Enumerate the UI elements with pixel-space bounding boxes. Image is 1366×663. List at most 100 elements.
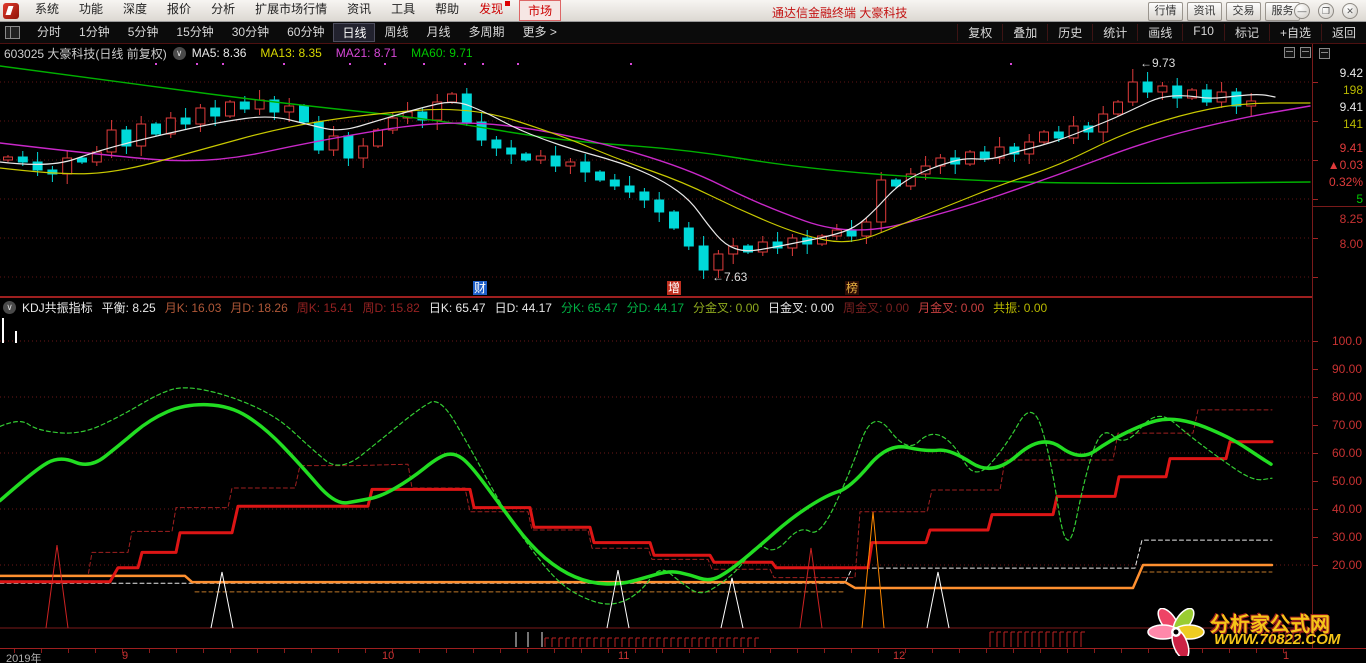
indicator-readouts: 平衡: 8.25 月K: 16.03 月D: 18.26 周K: 15.41 周D: 1…: [102, 299, 1057, 316]
kdj-field-12: 月金叉: 0.00: [918, 300, 985, 315]
symbol-title[interactable]: 603025 大豪科技(日线 前复权): [4, 46, 167, 61]
menu-item-function[interactable]: 功能: [79, 2, 104, 16]
menu-item-help[interactable]: 帮助: [435, 2, 460, 16]
toolbar-adjust-price[interactable]: 复权: [957, 24, 1002, 41]
candlestick-chart[interactable]: [0, 62, 1312, 296]
axis-tick: [1148, 649, 1149, 653]
comb-marks: [544, 637, 760, 647]
axis-tick: [932, 649, 933, 653]
tool-buttons: 复权 叠加 历史 统计 画线 F10 标记 +自选 返回: [957, 24, 1366, 41]
toolbar-mark[interactable]: 标记: [1223, 24, 1269, 41]
toolbar-draw-line[interactable]: 画线: [1137, 24, 1182, 41]
kdj-field-2: 月D: 18.26: [230, 300, 288, 315]
axis-tick: [1121, 649, 1122, 653]
indicator-header: ∨ KDJ共振指标 平衡: 8.25 月K: 16.03 月D: 18.26 周K: …: [0, 296, 1312, 316]
window-controls: — ❐ ✕: [1294, 3, 1358, 19]
axis-tick: [392, 649, 393, 653]
panel-window-icon[interactable]: [1319, 48, 1330, 59]
menu-item-tools[interactable]: 工具: [391, 2, 416, 16]
quote-value-8: 8.25: [1339, 212, 1363, 226]
marker-dot: [482, 63, 484, 65]
header-button-trade[interactable]: 交易: [1226, 2, 1261, 21]
header-button-news[interactable]: 资讯: [1187, 2, 1222, 21]
marker-dot: [384, 63, 386, 65]
close-button[interactable]: ✕: [1342, 3, 1358, 19]
ma-readout-3: MA60: 9.71: [411, 46, 473, 60]
axis-tick: [716, 649, 717, 653]
menu-item-quote[interactable]: 报价: [167, 2, 192, 16]
menu-item-depth[interactable]: 深度: [123, 2, 148, 16]
axis-tick: [257, 649, 258, 653]
kdj-axis-label-7: 30.00: [1331, 530, 1362, 544]
axis-tick: [95, 649, 96, 653]
period-toolbar: 分时 1分钟 5分钟 15分钟 30分钟 60分钟 日线 周线 月线 多周期 更多 > 复权 叠加 历史…: [0, 22, 1366, 44]
event-marker-财[interactable]: 财: [473, 281, 487, 295]
axis-tick: [500, 649, 501, 653]
toolbar-statistics[interactable]: 统计: [1092, 24, 1137, 41]
pane-layout-icon[interactable]: [1284, 47, 1295, 58]
restore-button[interactable]: ❐: [1318, 3, 1334, 19]
menu-item-analysis[interactable]: 分析: [211, 2, 236, 16]
toolbar-15min[interactable]: 15分钟: [176, 25, 214, 39]
indicator-chevron-icon[interactable]: ∨: [3, 300, 16, 314]
toolbar-1min[interactable]: 1分钟: [79, 25, 110, 39]
kdj-indicator-pane[interactable]: 分析家公式网 WWW.70822.COM: [0, 316, 1340, 660]
axis-month-11: 11: [618, 650, 630, 662]
toolbar-history[interactable]: 历史: [1047, 24, 1092, 41]
kdj-axis-label-1: 90.00: [1331, 362, 1362, 376]
event-marker-榜[interactable]: 榜: [845, 281, 859, 295]
toolbar-daily[interactable]: 日线: [333, 23, 376, 42]
marker-dot: [630, 63, 632, 65]
toolbar-add-watchlist[interactable]: +自选: [1268, 24, 1321, 41]
kdj-axis-label-3: 70.00: [1331, 418, 1362, 432]
candlestick-chart-pane[interactable]: ←9.73 ←7.63 财 增 榜: [0, 56, 1312, 296]
menu-items: 系统 功能 深度 报价 分析 扩展市场行情 资讯 工具 帮助 发现 市场: [25, 0, 562, 21]
toolbar-f10[interactable]: F10: [1182, 24, 1224, 41]
ma-readout-1: MA13: 8.35: [260, 46, 322, 60]
marker-dot: [222, 63, 224, 65]
menu-item-discover[interactable]: 发现: [469, 0, 513, 21]
layout-split-icon[interactable]: [5, 26, 20, 39]
header-button-quotes[interactable]: 行情: [1148, 2, 1183, 21]
axis-tick: [581, 649, 582, 653]
indicator-title[interactable]: KDJ共振指标: [22, 300, 93, 315]
kdj-tick-3: [1313, 425, 1318, 426]
comb-marks: [1264, 631, 1310, 642]
minimize-button[interactable]: —: [1294, 3, 1310, 19]
window-title: 通达信金融终端 大豪科技: [772, 6, 908, 20]
toolbar-monthly[interactable]: 月线: [426, 25, 451, 39]
menu-item-extended-market[interactable]: 扩展市场行情: [255, 2, 328, 16]
toolbar-timeshare[interactable]: 分时: [37, 25, 62, 39]
signal-spike: [799, 547, 823, 629]
kdj-axis-label-8: 20.00: [1331, 558, 1362, 572]
series-red-dashed: [0, 409, 1273, 579]
menu-item-system[interactable]: 系统: [35, 2, 60, 16]
kdj-indicator-chart[interactable]: [0, 316, 1312, 648]
menu-item-info[interactable]: 资讯: [347, 2, 372, 16]
watermark: 分析家公式网 WWW.70822.COM: [1146, 607, 1356, 660]
chevron-down-icon[interactable]: ∨: [172, 46, 186, 60]
kdj-tick-7: [1313, 537, 1318, 538]
axis-month-9: 9: [122, 650, 129, 662]
price-tick-5: [1313, 277, 1318, 278]
app-logo-icon[interactable]: [3, 2, 19, 19]
toolbar-60min[interactable]: 60分钟: [287, 25, 325, 39]
pane-maximize-icon[interactable]: [1300, 47, 1311, 58]
toolbar-5min[interactable]: 5分钟: [127, 25, 159, 39]
toolbar-overlay[interactable]: 叠加: [1002, 24, 1047, 41]
menu-item-market[interactable]: 市场: [519, 0, 562, 21]
event-marker-增[interactable]: 增: [667, 281, 681, 295]
axis-tick: [986, 649, 987, 653]
kdj-tick-1: [1313, 369, 1318, 370]
toolbar-30min[interactable]: 30分钟: [231, 25, 270, 39]
axis-tick: [338, 649, 339, 653]
kdj-tick-0: [1313, 341, 1318, 342]
ma-line-MA60: [0, 65, 1311, 185]
toolbar-back[interactable]: 返回: [1320, 24, 1366, 41]
watermark-url: WWW.70822.COM: [1214, 631, 1341, 648]
toolbar-weekly[interactable]: 周线: [384, 25, 409, 39]
axis-tick: [554, 649, 555, 653]
toolbar-more[interactable]: 更多 >: [522, 25, 557, 39]
toolbar-multi-period[interactable]: 多周期: [468, 25, 505, 39]
quote-value-3: 141: [1342, 117, 1363, 131]
